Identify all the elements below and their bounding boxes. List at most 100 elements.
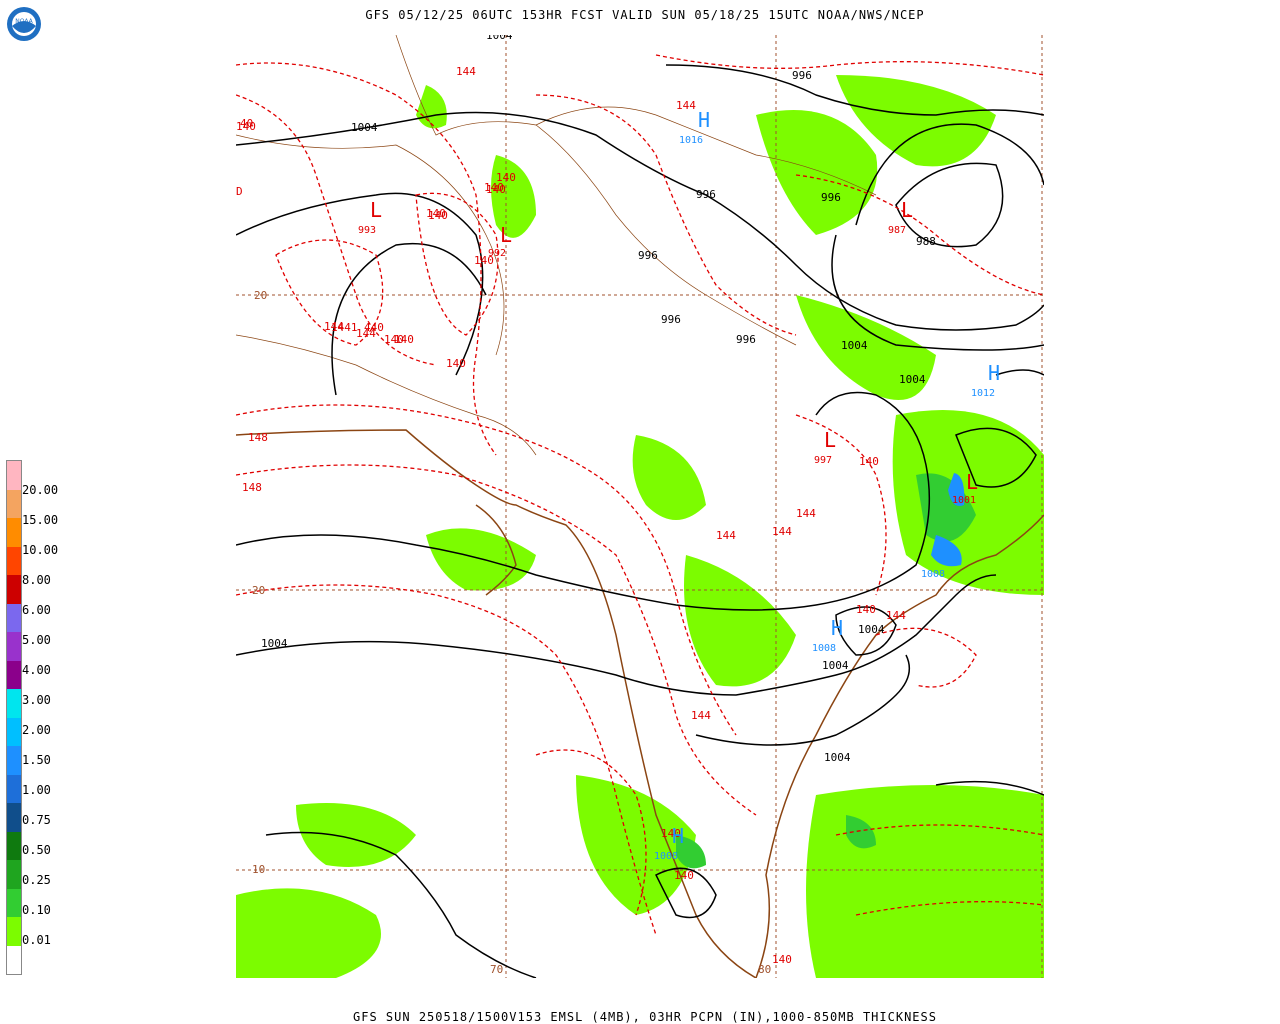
thickness-label: 140 (236, 120, 256, 133)
legend-swatch (7, 518, 21, 547)
precip-area (576, 775, 696, 915)
pressure-label: 1004 (486, 35, 513, 42)
legend-label: 1.00 (22, 783, 51, 797)
precip-area (416, 85, 447, 129)
legend-label: 3.00 (22, 693, 51, 707)
low-value: 987 (888, 225, 906, 236)
precip-legend (6, 460, 22, 975)
legend-label: 4.00 (22, 663, 51, 677)
thickness-label: 148 (248, 431, 268, 444)
lat-lon-labels: 20 20 10 70 80 D 40 (236, 117, 771, 976)
low-centers: L 993 L 992 L 987 L 997 L 1001 (358, 198, 978, 506)
legend-label: 2.00 (22, 723, 51, 737)
thickness-label: 140 (856, 603, 876, 616)
pressure-label: 996 (696, 188, 716, 201)
thickness-label: 144 (324, 320, 344, 333)
legend-swatch (7, 945, 21, 974)
thickness-label: 440 (364, 321, 384, 334)
pressure-label: 1004 (351, 121, 378, 134)
lon-label: 80 (758, 963, 771, 976)
lat-label: 20 (254, 289, 267, 302)
thickness-label: 140 (484, 181, 504, 194)
high-symbol: H (936, 538, 948, 562)
legend-label: 0.25 (22, 873, 51, 887)
legend-swatch (7, 860, 21, 889)
legend-label: 0.75 (22, 813, 51, 827)
chart-title: GFS 05/12/25 06UTC 153HR FCST VALID SUN … (365, 8, 925, 22)
precip-area (806, 785, 1044, 978)
logo-text: NOAA (15, 18, 33, 25)
lon-label: 70 (490, 963, 503, 976)
precip-area (846, 815, 876, 849)
legend-label: 6.00 (22, 603, 51, 617)
thickness-label: 144 (456, 65, 476, 78)
high-value: 1008 (654, 851, 678, 862)
noaa-logo-icon: NOAA (7, 7, 41, 41)
high-symbol: H (672, 824, 684, 848)
legend-label: 5.00 (22, 633, 51, 647)
thickness-label: 140 (486, 183, 506, 196)
legend-swatch (7, 461, 21, 490)
legend-label: 1.50 (22, 753, 51, 767)
legend-label: 0.10 (22, 903, 51, 917)
legend-swatch (7, 632, 21, 661)
thickness-contours (236, 54, 1044, 936)
low-symbol: L (901, 198, 913, 222)
high-value: 1008 (921, 569, 945, 580)
pressure-label: 1004 (261, 637, 288, 650)
legend-swatch (7, 746, 21, 775)
low-symbol: L (500, 223, 512, 247)
pressure-label: 996 (792, 69, 812, 82)
thickness-label: 144 (886, 609, 906, 622)
legend-swatch (7, 717, 21, 746)
thickness-label: 140 (426, 207, 446, 220)
high-symbol: H (698, 108, 710, 132)
thickness-label: 148 (242, 481, 262, 494)
high-value: 1016 (679, 135, 703, 146)
legend-label: 20.00 (22, 483, 59, 497)
lat-label: 20 (252, 584, 265, 597)
pressure-label: 996 (821, 191, 841, 204)
legend-label: 10.00 (22, 543, 59, 557)
legend-label: 8.00 (22, 573, 51, 587)
thickness-label: 1441 (331, 321, 358, 334)
legend-swatch (7, 660, 21, 689)
thickness-label: 144 (796, 507, 816, 520)
pressure-labels: 1004 996 1004 996 996 996 988 996 996 10… (261, 35, 936, 764)
precip-area (684, 555, 796, 687)
high-value: 1008 (812, 643, 836, 654)
lat-lon-grid (236, 35, 1044, 978)
thickness-labels: 144 140 140 140 140 144 144 140 140 144 … (236, 65, 906, 966)
pressure-label: 1004 (858, 623, 885, 636)
high-symbol: H (988, 361, 1000, 385)
legend-label: 0.01 (22, 933, 51, 947)
thickness-label: 140 (384, 333, 404, 346)
weather-map: 1004 996 1004 996 996 996 988 996 996 10… (236, 35, 1044, 978)
legend-swatch (7, 603, 21, 632)
high-value: 1012 (971, 388, 995, 399)
thickness-label: 140 (446, 357, 466, 370)
legend-swatch (7, 774, 21, 803)
borders (236, 35, 877, 456)
low-value: 993 (358, 225, 376, 236)
precip-area (676, 835, 706, 869)
thickness-label: 140 (661, 827, 681, 840)
precip-area (836, 75, 996, 167)
thickness-label: 144 (772, 525, 792, 538)
precip-area (756, 110, 878, 235)
low-value: 1001 (952, 495, 976, 506)
legend-swatch (7, 575, 21, 604)
precip-area (491, 155, 536, 238)
thickness-label: 144 (716, 529, 736, 542)
thickness-label: 140 (674, 869, 694, 882)
legend-label: 0.50 (22, 843, 51, 857)
legend-swatch (7, 831, 21, 860)
thickness-label: 144 (356, 327, 376, 340)
pressure-label: 1004 (841, 339, 868, 352)
high-symbol: H (831, 616, 843, 640)
low-symbol: L (966, 470, 978, 494)
low-symbol: L (370, 198, 382, 222)
legend-swatch (7, 917, 21, 946)
precip-area (948, 473, 965, 506)
thickness-label: 140 (394, 333, 414, 346)
